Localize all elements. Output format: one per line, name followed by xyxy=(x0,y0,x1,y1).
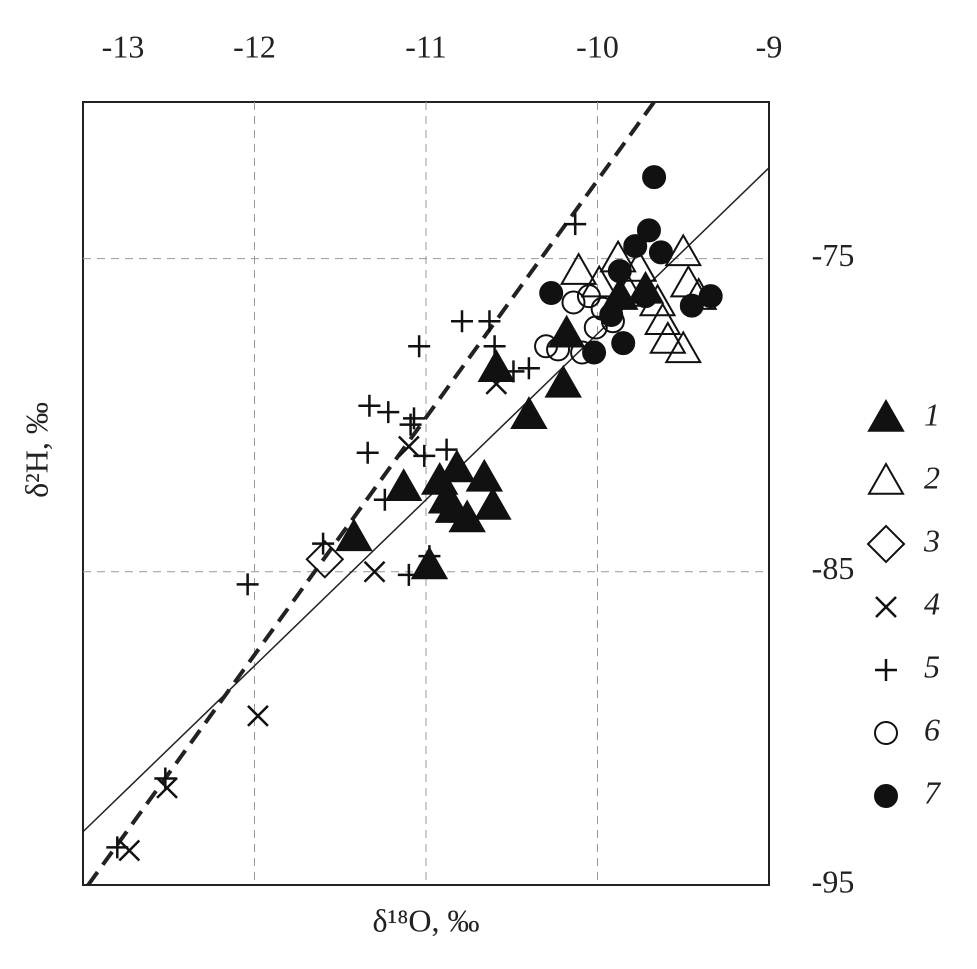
point xyxy=(636,218,661,243)
point xyxy=(559,252,598,285)
point xyxy=(561,290,586,315)
point xyxy=(118,839,141,862)
point xyxy=(664,330,702,364)
point xyxy=(664,233,702,267)
y-tick-label: -75 xyxy=(812,237,855,273)
y-tick-label: -85 xyxy=(812,550,855,586)
legend-marker xyxy=(874,721,898,745)
point xyxy=(363,560,386,583)
legend-marker xyxy=(867,461,905,495)
y-tick-label: -95 xyxy=(812,863,855,899)
legend-marker xyxy=(875,596,897,618)
point xyxy=(384,468,423,501)
x-tick-label: -9 xyxy=(756,28,783,64)
x-tick-label: -11 xyxy=(405,28,446,64)
point xyxy=(517,357,540,380)
point xyxy=(510,396,548,429)
point xyxy=(679,293,704,318)
legend-marker xyxy=(875,659,897,681)
point xyxy=(576,284,601,309)
legend-label: 4 xyxy=(924,585,940,621)
point xyxy=(544,364,582,398)
point xyxy=(106,836,129,859)
point xyxy=(435,438,458,461)
legend-label: 2 xyxy=(924,459,940,495)
point xyxy=(408,335,431,358)
point xyxy=(623,234,648,259)
point xyxy=(599,302,624,327)
point xyxy=(582,340,607,365)
point xyxy=(649,321,687,354)
point xyxy=(698,284,723,309)
point xyxy=(373,488,396,511)
point xyxy=(539,281,564,306)
point xyxy=(607,259,632,284)
x-tick-label: -10 xyxy=(576,28,619,64)
point xyxy=(156,777,178,799)
point xyxy=(358,394,381,417)
point xyxy=(648,240,673,265)
point xyxy=(485,372,508,395)
point xyxy=(305,539,345,579)
point xyxy=(483,335,506,358)
point xyxy=(448,499,486,533)
point xyxy=(564,213,587,236)
y-axis-label: δ²H, ‰ xyxy=(18,402,54,498)
legend-marker xyxy=(866,524,906,564)
point xyxy=(377,401,400,424)
point xyxy=(356,441,379,464)
legend-label: 7 xyxy=(924,774,942,810)
legend-label: 6 xyxy=(924,711,940,747)
legend-label: 3 xyxy=(923,522,940,558)
point xyxy=(477,349,516,382)
x-tick-label: -13 xyxy=(102,28,145,64)
point xyxy=(397,563,420,586)
point xyxy=(236,573,259,596)
point xyxy=(451,310,474,333)
x-tick-label: -12 xyxy=(233,28,276,64)
point xyxy=(438,449,476,483)
point xyxy=(402,407,425,430)
legend-label: 5 xyxy=(924,648,940,684)
point xyxy=(465,458,504,492)
point xyxy=(611,331,636,356)
point xyxy=(335,518,373,552)
point xyxy=(642,165,667,190)
point xyxy=(154,767,177,790)
point xyxy=(502,360,525,383)
point xyxy=(633,284,658,309)
point xyxy=(478,310,501,333)
point xyxy=(583,315,608,340)
point xyxy=(247,704,269,727)
point xyxy=(546,337,571,362)
point xyxy=(474,487,512,520)
point xyxy=(418,545,441,568)
legend-marker xyxy=(874,784,898,808)
point xyxy=(399,413,422,436)
x-axis-label: δ¹⁸O, ‰ xyxy=(373,902,480,938)
point xyxy=(534,334,559,359)
legend-marker xyxy=(867,398,905,432)
point xyxy=(397,435,420,458)
trend-line xyxy=(86,102,656,885)
point xyxy=(312,532,335,555)
legend-label: 1 xyxy=(924,396,940,432)
point xyxy=(413,444,436,467)
